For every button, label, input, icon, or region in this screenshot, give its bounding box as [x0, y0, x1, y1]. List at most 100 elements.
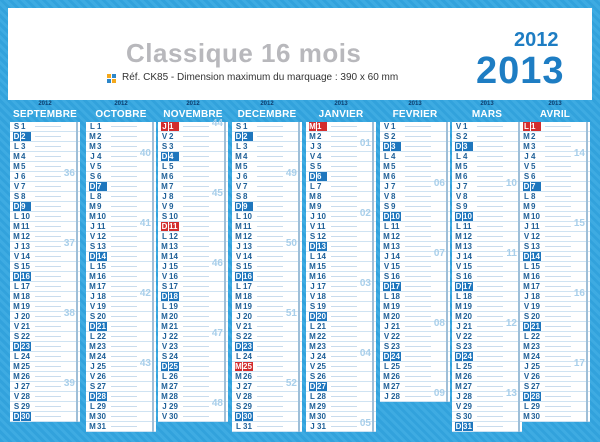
day-row: L 25	[380, 362, 450, 372]
week-number: 38	[63, 308, 75, 319]
day-number: 5	[169, 162, 174, 171]
day-number: 22	[169, 332, 178, 341]
day-number: 30	[463, 412, 472, 421]
day-row: M 19	[232, 302, 302, 312]
weekday-letter: D	[161, 292, 168, 301]
day-number: 21	[391, 322, 400, 331]
weekday-letter: S	[161, 282, 168, 291]
saint-name-line	[545, 416, 571, 417]
day-number: 29	[169, 402, 178, 411]
saint-name-line	[183, 416, 209, 417]
day-row: M 23	[520, 342, 590, 352]
month-header: 2013 MARS	[452, 100, 522, 122]
saint-name-line	[545, 186, 571, 187]
saint-name-line	[35, 206, 61, 207]
day-number: 3	[21, 142, 26, 151]
saint-name-line	[35, 166, 61, 167]
day-row: D 24	[452, 352, 522, 362]
month-column-septembre: 2012 SEPTEMBRE S 1 D 2 L 3 M 4 M 5 J 6 V 7 S 8 D 9 L 10 M 11 M 12…	[10, 100, 80, 422]
weekday-letter: M	[89, 422, 96, 431]
saint-name-line	[111, 226, 137, 227]
day-number: 9	[21, 202, 31, 211]
day-row: M 18	[232, 292, 302, 302]
day-number: 2	[243, 132, 253, 141]
day-number: 30	[243, 412, 253, 421]
weekday-letter: M	[309, 132, 316, 141]
day-number: 17	[391, 282, 401, 291]
weekday-letter: S	[309, 302, 316, 311]
weekday-letter: M	[523, 132, 530, 141]
weekday-letter: M	[161, 172, 168, 181]
weekday-letter: L	[236, 142, 241, 151]
saint-name-line	[111, 176, 137, 177]
year-start: 2012	[514, 29, 559, 51]
day-row: L 12	[158, 232, 228, 242]
day-number: 14	[243, 252, 252, 261]
day-number: 18	[531, 292, 540, 301]
weekday-letter: L	[90, 332, 95, 341]
day-row: J 10	[306, 212, 376, 222]
day-row: M 30	[306, 412, 376, 422]
weekday-letter: S	[523, 312, 530, 321]
day-row: V 21	[232, 322, 302, 332]
saint-name-line	[477, 266, 503, 267]
day-number: 1	[391, 122, 396, 131]
day-row: D 16	[10, 272, 80, 282]
day-number: 16	[531, 272, 540, 281]
day-number: 29	[463, 402, 472, 411]
day-number: 6	[463, 172, 468, 181]
weekday-letter: J	[310, 212, 315, 221]
weekday-letter: M	[383, 312, 390, 321]
saint-name-line	[405, 286, 431, 287]
weekday-letter: D	[383, 212, 390, 221]
day-row: J 27	[232, 382, 302, 392]
day-number: 31	[97, 422, 106, 431]
week-number: 04	[359, 348, 371, 359]
day-row: V 14	[232, 252, 302, 262]
saint-name-line	[331, 126, 357, 127]
day-number: 19	[243, 302, 252, 311]
weekday-letter: S	[13, 192, 20, 201]
day-row: S 23	[380, 342, 450, 352]
saint-name-line	[35, 236, 61, 237]
saint-name-line	[111, 296, 137, 297]
month-header: 2013 JANVIER	[306, 100, 376, 122]
day-number: 16	[21, 272, 31, 281]
day-row: D 23	[232, 342, 302, 352]
day-row: M 17	[520, 282, 590, 292]
day-number: 26	[21, 372, 30, 381]
saint-name-line	[111, 376, 137, 377]
saint-name-line	[331, 426, 357, 427]
saint-name-line	[405, 376, 431, 377]
day-row: V 21	[10, 322, 80, 332]
weekday-letter: S	[383, 342, 390, 351]
day-number: 14	[463, 252, 472, 261]
day-number: 5	[21, 162, 26, 171]
weekday-letter: S	[383, 272, 390, 281]
day-number: 7	[21, 182, 26, 191]
weekday-letter: V	[13, 392, 20, 401]
day-number: 26	[243, 372, 252, 381]
weekday-letter: D	[523, 322, 530, 331]
day-row: M 25	[10, 362, 80, 372]
day-number: 6	[531, 172, 536, 181]
day-row: S 24	[158, 352, 228, 362]
weekday-letter: S	[89, 242, 96, 251]
saint-name-line	[257, 236, 283, 237]
day-row: M 19	[380, 302, 450, 312]
day-row: L 11	[380, 222, 450, 232]
day-row: J 18	[86, 292, 156, 302]
weekday-letter: J	[384, 322, 389, 331]
saint-name-line	[331, 336, 357, 337]
day-row: L 11	[452, 222, 522, 232]
saint-name-line	[183, 166, 209, 167]
day-number: 26	[97, 372, 106, 381]
week-number: 41	[139, 218, 151, 229]
weekday-letter: M	[455, 382, 462, 391]
